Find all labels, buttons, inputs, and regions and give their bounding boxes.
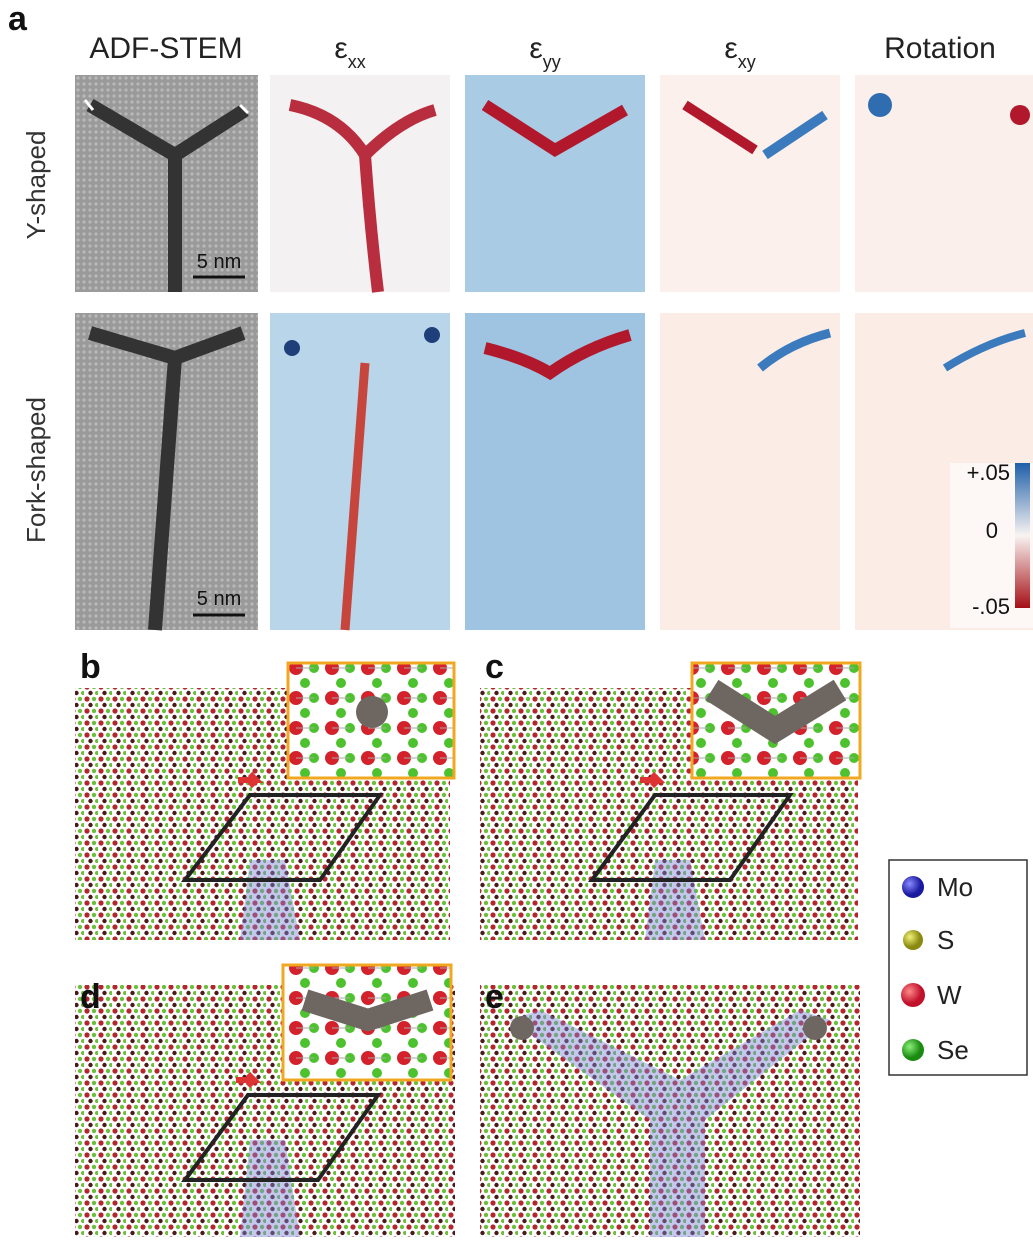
panel-label: b (80, 648, 101, 686)
colorbar-label: -.05 (972, 594, 1010, 619)
rotation-map (855, 75, 1033, 292)
symbol: ε (724, 32, 737, 65)
eyy-map (465, 313, 645, 630)
eyy-map (465, 75, 645, 292)
rotation-map (855, 313, 1033, 630)
column-header: εxx (334, 32, 365, 72)
symbol: ε (334, 32, 347, 65)
stem-image: 5 nm (75, 75, 258, 292)
stem-image: 5 nm (75, 313, 258, 631)
scale-bar-label: 5 nm (197, 588, 241, 610)
exy-map (660, 75, 840, 292)
structure-panel: b (75, 648, 456, 940)
scale-bar-label: 5 nm (197, 251, 241, 273)
colorbar: +.05 0 -.05 (967, 460, 1030, 619)
panel-label: d (80, 978, 101, 1016)
structure-panel: e (480, 978, 860, 1237)
row-label: Fork-shaped (21, 397, 51, 543)
subscript: xx (348, 52, 366, 72)
colorbar-label: 0 (986, 518, 998, 543)
exx-map (270, 75, 450, 293)
exx-map (270, 313, 450, 631)
legend: Mo S W Se (888, 859, 1028, 1076)
colorbar-label: +.05 (967, 460, 1010, 485)
row-label: Y-shaped (21, 131, 51, 240)
legend-label: Mo (937, 872, 973, 902)
exy-map (660, 313, 840, 630)
panel-label: c (485, 648, 504, 686)
structure-panel: c (480, 648, 862, 940)
structure-panel: d (75, 963, 455, 1237)
panel-label: e (485, 978, 504, 1016)
legend-label: Se (937, 1035, 969, 1065)
legend-label: S (937, 925, 954, 955)
column-header: εyy (529, 32, 560, 72)
legend-label: W (937, 980, 962, 1010)
subscript: xy (738, 52, 756, 72)
subscript: yy (543, 52, 561, 72)
panel-label: a (8, 0, 28, 38)
column-header: εxy (724, 32, 755, 72)
symbol: ε (529, 32, 542, 65)
column-header: ADF-STEM (89, 32, 242, 65)
column-header: Rotation (884, 32, 996, 65)
